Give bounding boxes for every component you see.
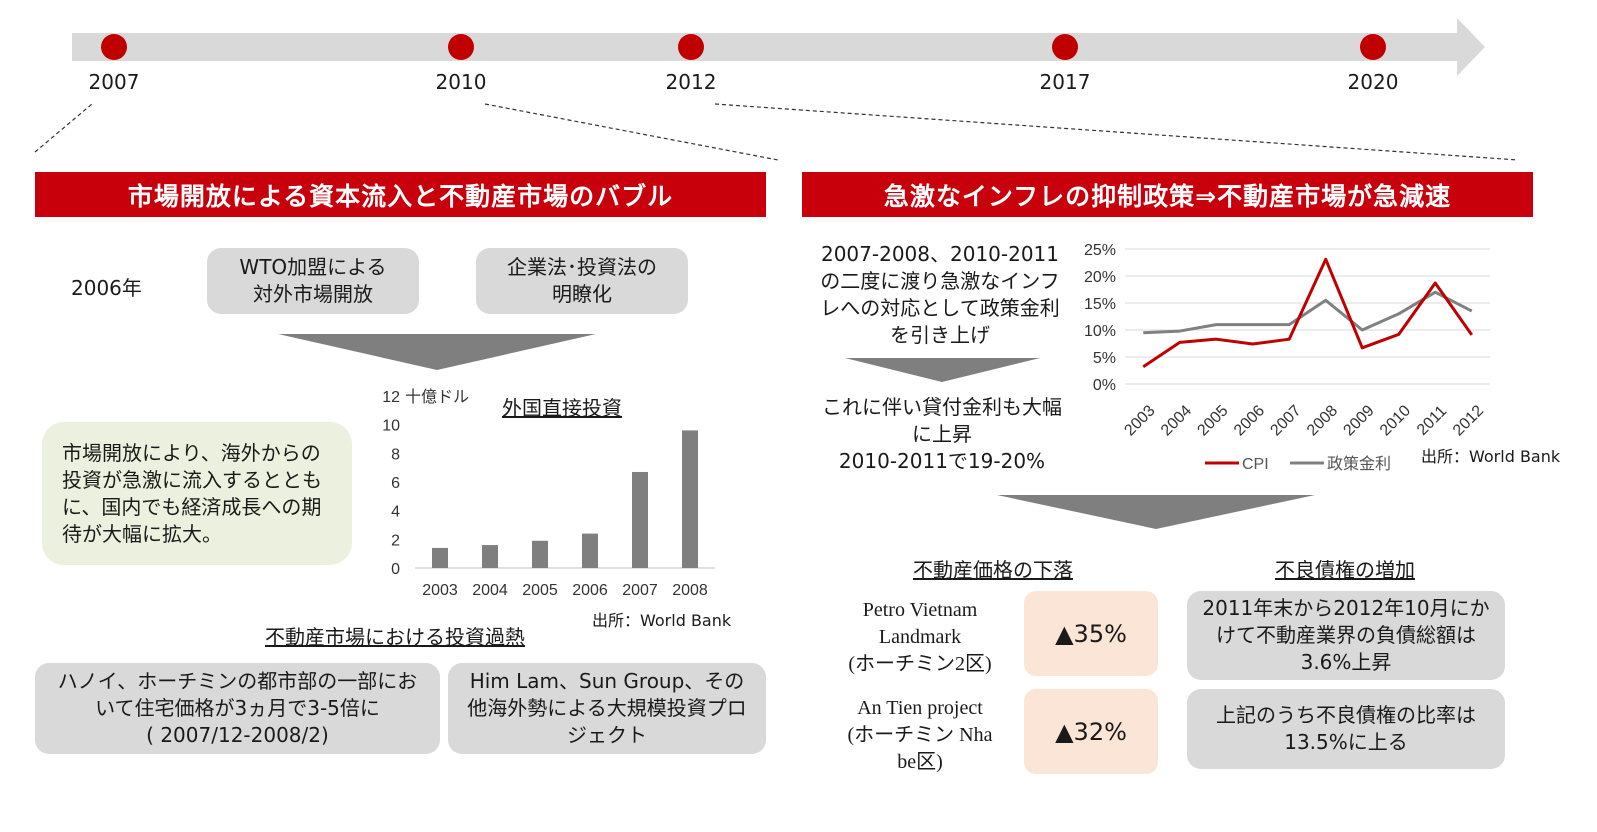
bar bbox=[482, 545, 498, 568]
expectation-box: 市場開放により、海外からの投資が急激に流入するとともに、国内でも経済成長への期待… bbox=[42, 422, 352, 565]
cpi-rate-line-chart: 0% 5% 10% 15% 20% 25% 2003 2004 2005 2006 2007 2008… bbox=[1084, 242, 1490, 473]
npl-debt-box: 2011年末から2012年10月にかけて不動産業界の負債総額は3.6%上昇 bbox=[1187, 591, 1505, 680]
timeline-dot-2010 bbox=[448, 34, 474, 60]
left-banner: 市場開放による資本流入と不動産市場のバブル bbox=[35, 172, 766, 217]
y-tick-label: 10% bbox=[1084, 323, 1116, 340]
bar bbox=[632, 471, 648, 568]
x-tick-label: 2007 bbox=[1267, 402, 1304, 439]
timeline-dot-2007 bbox=[101, 34, 127, 60]
series-line-policy-rate bbox=[1143, 290, 1473, 335]
y-tick-label: 4 bbox=[391, 504, 400, 521]
x-tick-label: 2003 bbox=[422, 582, 458, 599]
timeline-arrow bbox=[34, 18, 1519, 161]
bar-chart-source: 出所：World Bank bbox=[592, 611, 732, 630]
x-tick-label: 2007 bbox=[622, 582, 658, 599]
x-tick-label: 2008 bbox=[1304, 402, 1341, 439]
x-tick-label: 2005 bbox=[522, 582, 558, 599]
bar bbox=[432, 547, 448, 568]
bar bbox=[682, 430, 698, 568]
lending-rate-text: これに伴い貸付金利も大幅に上昇 2010-2011で19-20% bbox=[822, 395, 1062, 473]
project-name: An Tien project (ホーチミン Nha be区) bbox=[847, 697, 993, 773]
section-title-price-drop: 不動産価格の下落 bbox=[913, 558, 1073, 582]
timeline-year: 2012 bbox=[665, 70, 717, 94]
x-tick-label: 2005 bbox=[1194, 402, 1231, 439]
x-tick-label: 2004 bbox=[472, 582, 508, 599]
down-arrow-left bbox=[278, 334, 596, 370]
y-tick-label: 15% bbox=[1084, 296, 1116, 313]
npl-ratio-box: 上記のうち不良債権の比率は13.5%に上る bbox=[1187, 689, 1505, 769]
bar bbox=[582, 533, 598, 568]
section-title-npl: 不良債権の増加 bbox=[1275, 558, 1415, 582]
x-tick-label: 2010 bbox=[1377, 402, 1414, 439]
x-tick-label: 2012 bbox=[1450, 402, 1487, 439]
timeline-dot-2017 bbox=[1052, 34, 1078, 60]
y-tick-label: 5% bbox=[1093, 350, 1116, 367]
down-arrow-small bbox=[845, 358, 1040, 382]
x-tick-label: 2003 bbox=[1121, 402, 1158, 439]
timeline-year: 2010 bbox=[435, 70, 487, 94]
x-tick-label: 2004 bbox=[1158, 402, 1195, 439]
y-tick-label: 25% bbox=[1084, 242, 1116, 259]
right-banner: 急激なインフレの抑制政策⇒不動産市場が急減速 bbox=[802, 172, 1533, 217]
x-tick-label: 2009 bbox=[1340, 402, 1377, 439]
policy-box-law: 企業法･投資法の 明瞭化 bbox=[476, 248, 688, 314]
timeline-dot-2020 bbox=[1360, 34, 1386, 60]
line-chart-source: 出所：World Bank bbox=[1421, 447, 1561, 466]
y-tick-label: 0 bbox=[391, 561, 400, 578]
price-change-badge: ▲35% bbox=[1024, 591, 1158, 676]
legend-label: 政策金利 bbox=[1327, 455, 1391, 473]
investment-project-box: Him Lam、Sun Group、その他海外勢による大規模投資プロジェクト bbox=[448, 663, 766, 754]
x-tick-label: 2011 bbox=[1414, 403, 1450, 439]
y-tick-label: 8 bbox=[391, 446, 400, 463]
timeline-year: 2017 bbox=[1039, 70, 1091, 94]
section-title-overheat: 不動産市場における投資過熱 bbox=[265, 625, 525, 649]
y-tick-label: 20% bbox=[1084, 269, 1116, 286]
y-tick-label: 12 bbox=[382, 389, 400, 406]
y-tick-label: 0% bbox=[1093, 377, 1116, 394]
project-name: Petro Vietnam Landmark (ホーチミン2区) bbox=[848, 599, 992, 675]
x-tick-label: 2006 bbox=[572, 582, 608, 599]
y-tick-label: 2 bbox=[391, 532, 400, 549]
bar bbox=[532, 540, 548, 568]
price-surge-box: ハノイ、ホーチミンの都市部の一部において住宅価格が3ヵ月で3-5倍に ( 200… bbox=[35, 663, 440, 754]
y-tick-label: 10 bbox=[382, 418, 400, 435]
legend-label: CPI bbox=[1242, 456, 1269, 473]
y-axis-unit: 十億ドル bbox=[405, 388, 469, 406]
y-tick-label: 6 bbox=[391, 475, 400, 492]
series-line-cpi bbox=[1142, 257, 1473, 368]
year-label: 2006年 bbox=[71, 276, 142, 300]
price-change-badge: ▲32% bbox=[1024, 689, 1158, 774]
timeline-year: 2020 bbox=[1347, 70, 1399, 94]
chart-title: 外国直接投資 bbox=[502, 397, 622, 420]
timeline-dot-2012 bbox=[678, 34, 704, 60]
down-arrow-right bbox=[997, 495, 1315, 529]
x-tick-label: 2006 bbox=[1231, 402, 1268, 439]
timeline-year: 2007 bbox=[88, 70, 140, 94]
x-tick-label: 2008 bbox=[672, 582, 708, 599]
policy-rate-text: 2007-2008、2010-2011の二度に渡り急激なインフレへの対応として政… bbox=[820, 242, 1060, 347]
policy-box-wto: WTO加盟による 対外市場開放 bbox=[207, 248, 419, 314]
